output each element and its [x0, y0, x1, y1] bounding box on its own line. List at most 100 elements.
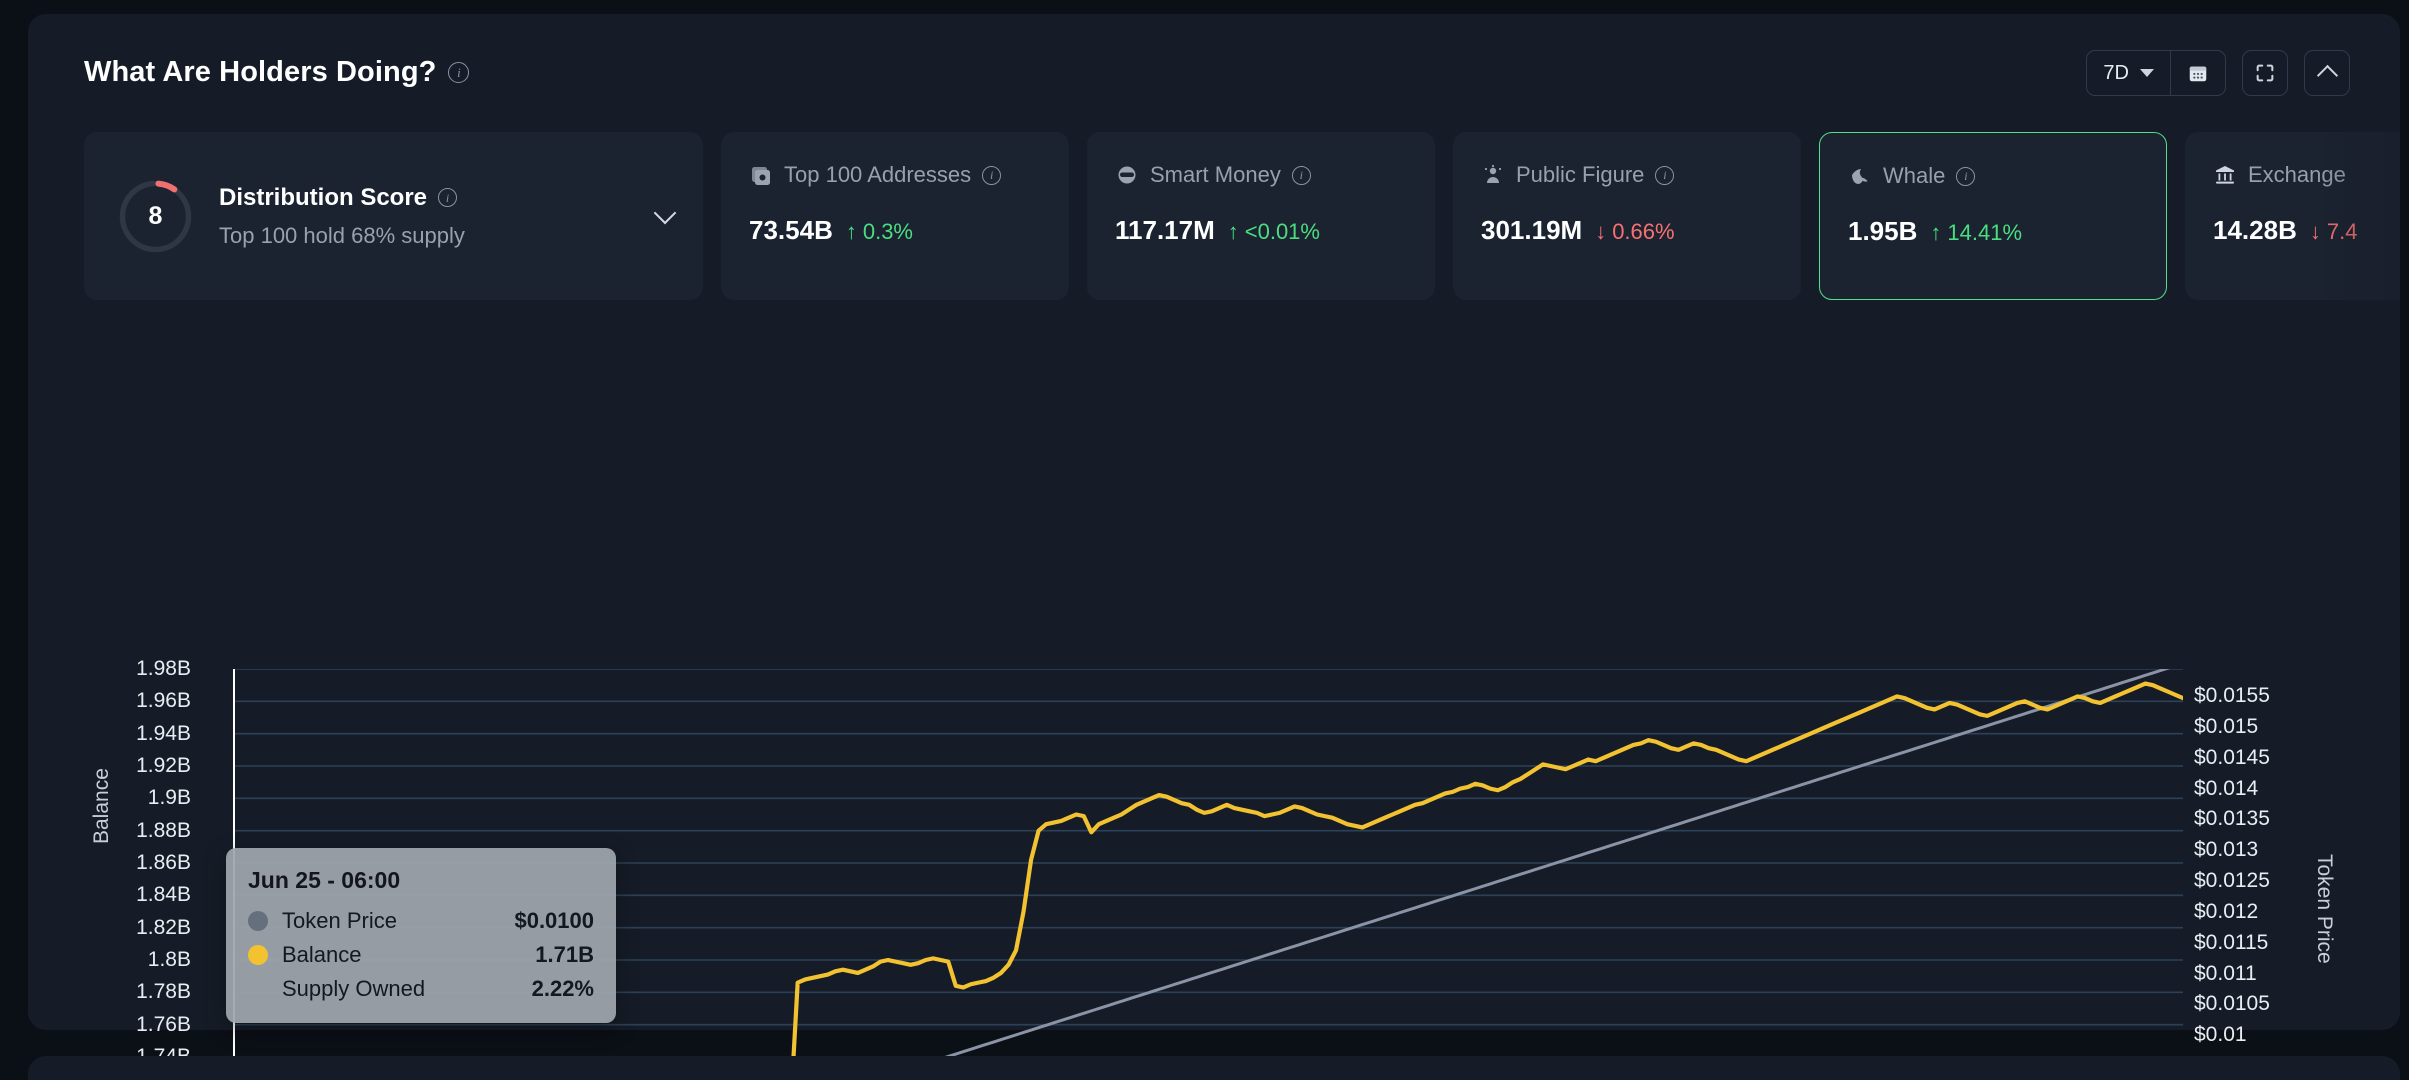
- y-axis-right-tick: $0.012: [2194, 899, 2259, 923]
- range-dropdown-7d[interactable]: 7D: [2087, 51, 2170, 95]
- y-axis-right-tick: $0.0105: [2194, 992, 2270, 1016]
- range-selector-group: 7D: [2086, 50, 2226, 96]
- tooltip-dot-token-price: [248, 911, 268, 931]
- tooltip-row-value: $0.0100: [514, 908, 594, 933]
- metric-value: 301.19M: [1481, 215, 1583, 245]
- metric-info-icon[interactable]: i: [1291, 165, 1311, 185]
- metric-head: Smart Money i: [1115, 162, 1407, 188]
- metric-card-exchange[interactable]: Exchange 14.28B ↓ 7.4: [2185, 132, 2400, 300]
- distribution-text: Distribution Score i Top 100 hold 68% su…: [219, 184, 657, 249]
- tooltip-dot-balance: [248, 945, 268, 965]
- y-axis-right-tick: $0.01: [2194, 1023, 2247, 1047]
- chart-area: Balance Token Price 1.98B 1.96B 1.94B 1.92B…: [28, 314, 2400, 1080]
- metric-delta: ↑ 14.41%: [1930, 220, 2022, 246]
- y-axis-left-title: Balance: [90, 768, 113, 844]
- page-title: What Are Holders Doing?: [84, 56, 437, 88]
- range-label: 7D: [2103, 61, 2129, 84]
- y-axis-left-tick: 1.92B: [136, 754, 191, 777]
- y-axis-left-tick: 1.98B: [136, 657, 191, 680]
- metric-label: Smart Money: [1150, 162, 1281, 187]
- metric-label: Top 100 Addresses: [784, 162, 972, 187]
- metric-card-smart-money[interactable]: Smart Money i 117.17M ↑ <0.01%: [1087, 132, 1435, 300]
- tooltip-row-label: Balance: [282, 942, 362, 967]
- metric-delta-value: 14.41%: [1947, 220, 2023, 245]
- chevron-down-icon: [2140, 69, 2154, 77]
- y-axis-right-tick: $0.015: [2194, 714, 2259, 738]
- top100-icon: [752, 167, 770, 185]
- title-info-icon[interactable]: i: [448, 62, 470, 83]
- y-axis-right-tick: $0.0155: [2194, 684, 2270, 707]
- y-axis-right-title: Token Price: [2313, 854, 2336, 964]
- y-axis-left-tick: 1.9B: [147, 786, 191, 810]
- trend-up-arrow-icon: ↑: [845, 219, 857, 244]
- y-axis-right-tick: $0.0125: [2194, 869, 2270, 892]
- tooltip-row-label: Token Price: [282, 908, 397, 933]
- series-line-balance: [790, 681, 2183, 1080]
- metric-label: Exchange: [2248, 162, 2346, 187]
- y-axis-left-tick: 1.82B: [136, 915, 191, 939]
- tooltip-row-token-price: Token Price $0.0100: [248, 908, 594, 934]
- metric-info-icon[interactable]: i: [1956, 166, 1976, 186]
- y-axis-left-tick: 1.88B: [136, 818, 191, 842]
- metric-head: Whale i: [1848, 163, 2138, 189]
- metric-card-whale[interactable]: Whale i 1.95B ↑ 14.41%: [1819, 132, 2167, 300]
- y-axis-left-tick: 1.76B: [136, 1012, 191, 1036]
- y-axis-right-tick: $0.0115: [2194, 930, 2269, 954]
- metric-value-row: 73.54B ↑ 0.3%: [749, 215, 1041, 246]
- smart-money-icon: [1118, 166, 1136, 184]
- distribution-score-card[interactable]: 8 Distribution Score i Top 100 hold 68% …: [84, 132, 703, 300]
- metric-value: 1.95B: [1848, 216, 1918, 246]
- tooltip-row-value: 1.71B: [535, 942, 594, 967]
- metrics-carousel[interactable]: 8 Distribution Score i Top 100 hold 68% …: [84, 132, 2400, 300]
- metric-card-top-100-addresses[interactable]: Top 100 Addresses i 73.54B ↑ 0.3%: [721, 132, 1069, 300]
- card-header: What Are Holders Doing? i 7D: [28, 14, 2400, 110]
- tooltip-row-label: Supply Owned: [282, 976, 426, 1001]
- metric-delta: ↑ 0.3%: [846, 219, 913, 245]
- next-card-sliver: [28, 1056, 2400, 1080]
- header-controls: 7D: [2086, 50, 2350, 96]
- y-axis-left-tick: 1.94B: [136, 721, 191, 745]
- y-axis-right-tick: $0.011: [2194, 961, 2257, 985]
- tooltip-row-supply-owned: Supply Owned 2.22%: [248, 976, 594, 1002]
- distribution-title: Distribution Score: [219, 183, 428, 211]
- tooltip-row-value: 2.22%: [531, 976, 594, 1001]
- metric-head: Top 100 Addresses i: [749, 162, 1041, 188]
- trend-up-arrow-icon: ↑: [1930, 220, 1942, 245]
- exchange-icon: [2216, 166, 2234, 184]
- distribution-expand-chevron-down-icon[interactable]: [653, 201, 677, 224]
- y-axis-right-tick: $0.0135: [2194, 807, 2270, 831]
- distribution-info-icon[interactable]: i: [438, 188, 458, 207]
- y-axis-left-tick: 1.96B: [136, 689, 191, 713]
- tooltip-title: Jun 25 - 06:00: [248, 867, 401, 893]
- public-figure-icon: [1484, 164, 1502, 183]
- fullscreen-button[interactable]: [2242, 50, 2288, 96]
- calendar-icon: [2189, 66, 2207, 82]
- metric-delta-value: 0.3%: [862, 219, 913, 244]
- y-axis-left-tick: 1.86B: [136, 851, 191, 874]
- trend-down-arrow-icon: ↓: [1595, 219, 1607, 244]
- metric-delta: ↑ <0.01%: [1228, 219, 1320, 245]
- collapse-button[interactable]: [2304, 50, 2350, 96]
- chevron-up-icon: [2316, 64, 2338, 87]
- metric-value-row: 1.95B ↑ 14.41%: [1848, 216, 2138, 247]
- tooltip-row-balance: Balance 1.71B: [248, 942, 594, 968]
- fullscreen-icon: [2256, 64, 2274, 82]
- chart-tooltip: Jun 25 - 06:00 Token Price $0.0100 Balan…: [226, 848, 616, 1023]
- metric-delta: ↓ 0.66%: [1595, 219, 1674, 245]
- metric-card-public-figure[interactable]: Public Figure i 301.19M ↓ 0.66%: [1453, 132, 1801, 300]
- metric-value: 117.17M: [1115, 215, 1215, 245]
- metric-delta-value: <0.01%: [1244, 219, 1320, 244]
- title-group: What Are Holders Doing? i: [84, 56, 470, 89]
- y-axis-left-tick: 1.8B: [147, 948, 191, 971]
- calendar-button[interactable]: [2170, 51, 2225, 95]
- whale-icon: [1852, 169, 1868, 184]
- metric-info-icon[interactable]: i: [982, 165, 1002, 185]
- metric-info-icon[interactable]: i: [1655, 165, 1675, 185]
- metric-value: 14.28B: [2213, 215, 2297, 245]
- metric-head: Exchange: [2213, 162, 2400, 188]
- trend-up-arrow-icon: ↑: [1227, 219, 1239, 244]
- distribution-subtitle: Top 100 hold 68% supply: [219, 222, 465, 248]
- y-axis-left-tick: 1.84B: [136, 883, 191, 907]
- y-axis-right-tick: $0.0145: [2194, 745, 2270, 769]
